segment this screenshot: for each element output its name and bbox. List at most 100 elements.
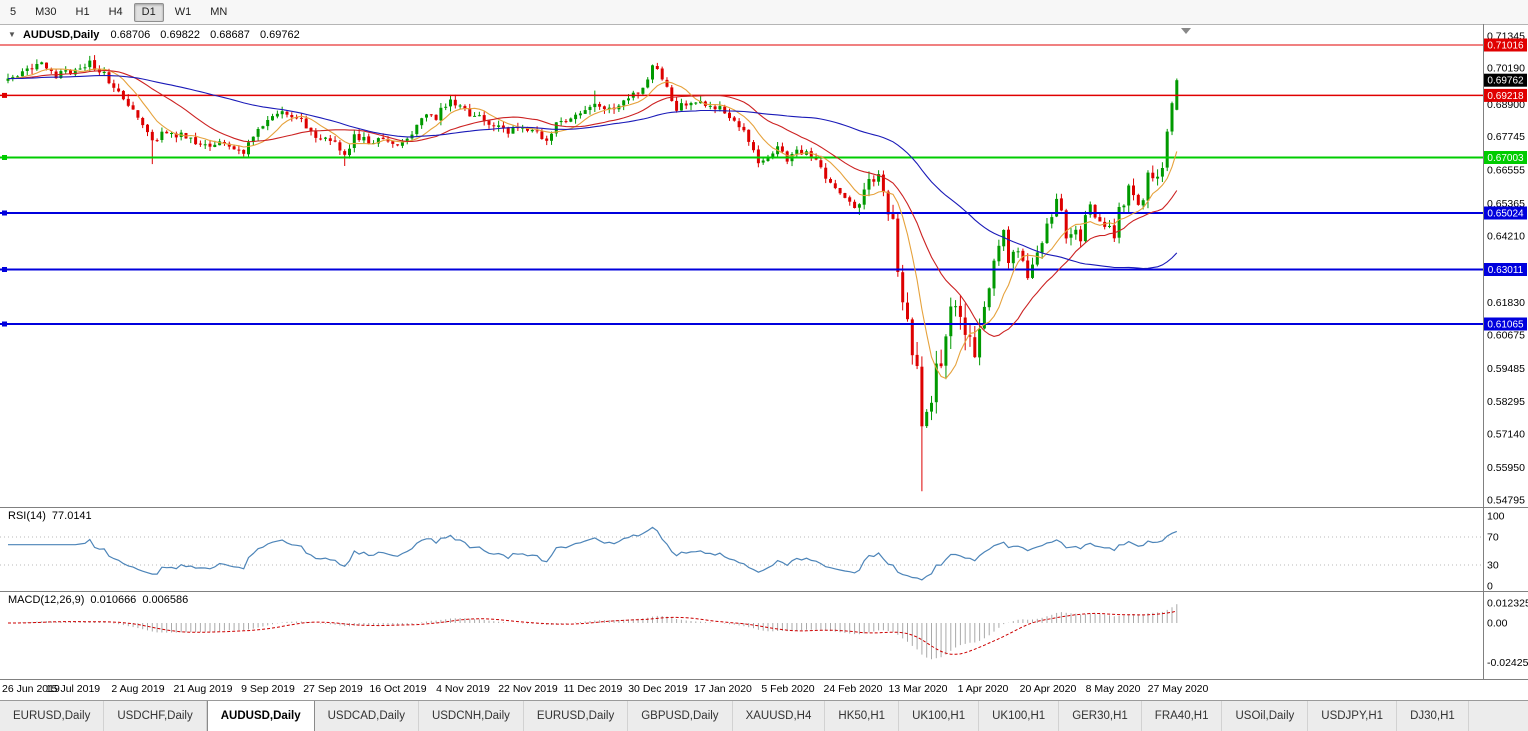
symbol-dropdown-icon[interactable]: ▼ bbox=[8, 30, 16, 39]
candle-body bbox=[891, 214, 895, 219]
line-handle[interactable] bbox=[2, 321, 7, 327]
candle-body bbox=[540, 131, 544, 139]
candle-body bbox=[593, 103, 597, 108]
candle-body bbox=[1074, 229, 1078, 235]
candle-body bbox=[559, 121, 563, 123]
candle-body bbox=[954, 306, 958, 308]
candle-body bbox=[251, 136, 255, 142]
timeframe-button-w1[interactable]: W1 bbox=[167, 3, 200, 22]
chart-tab-ger30-h1[interactable]: GER30,H1 bbox=[1059, 701, 1142, 731]
chart-tab-uk100-h1[interactable]: UK100,H1 bbox=[899, 701, 980, 731]
candle-body bbox=[675, 100, 679, 111]
candle-body bbox=[429, 114, 433, 116]
candle-body bbox=[526, 127, 529, 131]
chart-tab-dj30-h1[interactable]: DJ30,H1 bbox=[1397, 701, 1469, 731]
timeframe-button-m30[interactable]: M30 bbox=[27, 3, 64, 22]
candle-body bbox=[396, 144, 400, 146]
chart-tab-usdcad-daily[interactable]: USDCAD,Daily bbox=[315, 701, 419, 731]
line-handle[interactable] bbox=[2, 267, 7, 272]
chart-tab-xauusd-h4[interactable]: XAUUSD,H4 bbox=[733, 701, 826, 731]
candle-body bbox=[930, 402, 933, 412]
candle-body bbox=[487, 120, 491, 125]
candle-body bbox=[1007, 229, 1010, 263]
candle-body bbox=[747, 129, 751, 142]
candle-body bbox=[1069, 234, 1073, 238]
line-handle[interactable] bbox=[2, 210, 7, 216]
timeframe-button-mn[interactable]: MN bbox=[202, 3, 235, 22]
candle-body bbox=[425, 114, 428, 118]
candle-body bbox=[328, 138, 332, 141]
candle-body bbox=[155, 140, 159, 142]
timeframe-button-5[interactable]: 5 bbox=[2, 3, 24, 22]
candle-body bbox=[468, 108, 472, 117]
line-handle[interactable] bbox=[2, 92, 7, 98]
candle-body bbox=[723, 106, 727, 114]
candle-body bbox=[304, 118, 308, 129]
candle-body bbox=[501, 125, 505, 128]
price-badge-0.67003 bbox=[1484, 151, 1527, 164]
candle-body bbox=[1079, 229, 1083, 242]
candle-body bbox=[194, 137, 198, 145]
chart-tab-eurusd-daily[interactable]: EURUSD,Daily bbox=[524, 701, 629, 731]
candle-body bbox=[415, 124, 419, 135]
candle-body bbox=[920, 366, 924, 427]
candle-body bbox=[1170, 103, 1174, 132]
candle-body bbox=[915, 354, 919, 366]
candle-body bbox=[843, 193, 847, 198]
candle-body bbox=[800, 149, 804, 155]
date-axis-label: 8 May 2020 bbox=[1086, 683, 1141, 695]
date-axis-label: 24 Feb 2020 bbox=[824, 683, 883, 695]
candle-body bbox=[1156, 176, 1160, 179]
candle-body bbox=[381, 137, 385, 140]
chart-tab-eurusd-daily[interactable]: EURUSD,Daily bbox=[0, 701, 105, 731]
candle-body bbox=[112, 83, 116, 88]
line-handle[interactable] bbox=[2, 155, 7, 160]
candle-body bbox=[564, 121, 568, 123]
chart-tab-audusd-daily[interactable]: AUDUSD,Daily bbox=[206, 701, 315, 731]
chart-tab-gbpusd-daily[interactable]: GBPUSD,Daily bbox=[628, 701, 733, 731]
chart-tab-usdcnh-daily[interactable]: USDCNH,Daily bbox=[419, 701, 524, 731]
chart-tab-hk50-h1[interactable]: HK50,H1 bbox=[825, 701, 900, 731]
price-chart-surface[interactable]: 0.713450.701900.689000.677450.665550.653… bbox=[0, 24, 1528, 700]
timeframe-button-h4[interactable]: H4 bbox=[101, 3, 131, 22]
candle-body bbox=[102, 71, 106, 73]
candle-body bbox=[978, 329, 982, 358]
candle-body bbox=[391, 141, 395, 144]
candle-body bbox=[141, 118, 145, 126]
candle-body bbox=[944, 336, 948, 366]
candle-body bbox=[708, 105, 712, 107]
chart-tab-usdjpy-h1[interactable]: USDJPY,H1 bbox=[1308, 701, 1398, 731]
candle-body bbox=[25, 68, 29, 71]
ma-mid-line bbox=[7, 69, 1178, 337]
candle-body bbox=[386, 138, 390, 142]
price-axis-label: 0.70190 bbox=[1487, 63, 1525, 75]
price-badge-text: 0.71016 bbox=[1487, 41, 1524, 52]
candle-body bbox=[694, 102, 698, 104]
candle-body bbox=[35, 64, 39, 70]
candle-body bbox=[73, 69, 77, 75]
timeframe-button-d1[interactable]: D1 bbox=[133, 2, 164, 22]
chart-tab-fra40-h1[interactable]: FRA40,H1 bbox=[1142, 701, 1223, 731]
rsi-pane: 100 70 30 0 bbox=[0, 511, 1505, 593]
timeframe-button-h1[interactable]: H1 bbox=[68, 3, 98, 22]
candle-body bbox=[420, 118, 424, 126]
candle-body bbox=[622, 100, 626, 106]
price-badge-text: 0.61065 bbox=[1487, 320, 1524, 331]
price-badge-0.71016 bbox=[1484, 38, 1527, 52]
ohlc-low: 0.68687 bbox=[210, 29, 250, 41]
chart-tab-usdchf-daily[interactable]: USDCHF,Daily bbox=[104, 701, 207, 731]
candle-body bbox=[756, 149, 760, 164]
chart-shift-marker[interactable] bbox=[1181, 28, 1191, 34]
chart-tab-usoil-daily[interactable]: USOil,Daily bbox=[1222, 701, 1309, 731]
candle-body bbox=[530, 130, 534, 132]
candle-body bbox=[131, 105, 135, 110]
candlestick-series[interactable] bbox=[6, 55, 1179, 492]
candle-body bbox=[588, 106, 592, 110]
chart-tab-uk100-h1[interactable]: UK100,H1 bbox=[979, 701, 1060, 731]
candle-body bbox=[295, 117, 299, 119]
timeframe-toolbar: 5 M30 H1 H4 D1 W1 MN bbox=[0, 0, 1528, 25]
candle-body bbox=[83, 67, 87, 69]
price-axis-label: 0.55950 bbox=[1487, 462, 1525, 474]
candle-body bbox=[463, 106, 467, 109]
